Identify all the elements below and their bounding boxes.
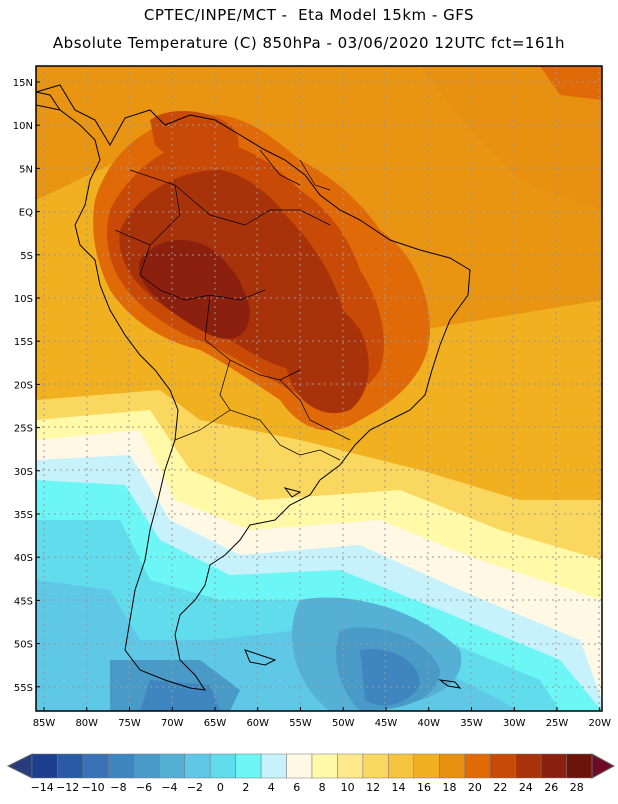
- south-america-coastline: [36, 84, 471, 691]
- colorbar-label: 28: [570, 781, 584, 794]
- map-frame: [35, 65, 603, 712]
- lat-label: 25S: [14, 424, 33, 435]
- colorbar-segment: [566, 753, 593, 779]
- temperature-field: [36, 66, 602, 711]
- colorbar-label: 16: [417, 781, 431, 794]
- colorbar-label: 0: [217, 781, 224, 794]
- lon-label: 85W: [33, 718, 56, 729]
- colorbar-label: −6: [136, 781, 152, 794]
- lon-label: 80W: [75, 718, 98, 729]
- longitude-labels: 85W 80W 75W 70W 65W 60W 55W 50W 45W 40W 35W 30W 25W 2…: [33, 707, 611, 729]
- lon-label: 30W: [503, 718, 526, 729]
- colorbar-label: 2: [242, 781, 249, 794]
- country-borders: [114, 149, 351, 461]
- lat-label: 40S: [14, 553, 33, 564]
- colorbar-segment: [260, 753, 287, 779]
- colorbar-segment: [413, 753, 440, 779]
- title-line-1: CPTEC/INPE/MCT - Eta Model 15km - GFS: [143, 6, 475, 24]
- colorbar-label: 8: [319, 781, 326, 794]
- lat-label: 20S: [14, 380, 33, 391]
- colorbar-label: −8: [110, 781, 126, 794]
- lon-label: 55W: [289, 718, 312, 729]
- lon-label: 45W: [375, 718, 398, 729]
- latitude-labels: 15N 10N 5N EQ 5S 10S 15S 20S 25S 30S 35S 40S 45S 50S 5…: [13, 78, 40, 694]
- colorbar-segment: [108, 753, 135, 779]
- colorbar-segment: [235, 753, 262, 779]
- colorbar-segment: [362, 753, 389, 779]
- colorbar-segment: [540, 753, 567, 779]
- colorbar-label: −2: [187, 781, 203, 794]
- colorbar-segment: [337, 753, 364, 779]
- colorbar-label: −12: [56, 781, 79, 794]
- colorbar-segment: [439, 753, 465, 779]
- colorbar-segment: [464, 753, 491, 779]
- colorbar-label: 12: [366, 781, 380, 794]
- colorbar-label: 4: [268, 781, 275, 794]
- colorbar-label: 18: [442, 781, 456, 794]
- colorbar-label: 26: [544, 781, 558, 794]
- colorbar-segment: [489, 753, 516, 779]
- lat-label: 5S: [20, 251, 33, 262]
- colorbar-segment: [82, 753, 109, 779]
- lon-label: 65W: [204, 718, 227, 729]
- lat-label: 30S: [14, 467, 33, 478]
- lon-label: 75W: [118, 718, 141, 729]
- colorbar-segment: [184, 753, 211, 779]
- colorbar-label: −10: [81, 781, 104, 794]
- colorbar-segment: [388, 753, 415, 779]
- colorbar-segment: [133, 753, 160, 779]
- colorbar-segment: [57, 753, 84, 779]
- lat-label: 15N: [13, 78, 33, 89]
- lat-label: 50S: [14, 640, 33, 651]
- lat-label: 5N: [19, 164, 33, 175]
- colorbar-segment: [311, 753, 338, 779]
- colorbar-label: −14: [31, 781, 54, 794]
- lat-label: EQ: [19, 208, 33, 219]
- colorbar-label: 20: [468, 781, 482, 794]
- colorbar-segment: [159, 753, 185, 779]
- lon-label: 70W: [161, 718, 184, 729]
- lon-label: 20W: [588, 718, 611, 729]
- colorbar-segment: [515, 753, 542, 779]
- colorbar-label: −4: [161, 781, 177, 794]
- lat-lon-grid: [36, 66, 602, 711]
- temperature-colorbar: −14 −12 −10 −8 −6 −4 −2 0 2 4 6 8 10 12 14 16 18 20 22 24 26…: [6, 753, 616, 794]
- lat-label: 10N: [13, 121, 33, 132]
- lon-label: 25W: [546, 718, 569, 729]
- colorbar-label: 10: [341, 781, 355, 794]
- colorbar-segment: [209, 753, 236, 779]
- lat-label: 45S: [14, 596, 33, 607]
- lat-label: 55S: [14, 683, 33, 694]
- lon-label: 50W: [332, 718, 355, 729]
- colorbar-segment: [31, 753, 58, 779]
- lon-label: 35W: [460, 718, 483, 729]
- lat-label: 15S: [14, 337, 33, 348]
- colorbar-segment: [286, 753, 313, 779]
- colorbar-label: 24: [519, 781, 533, 794]
- colorbar-label: 14: [392, 781, 406, 794]
- lat-label: 35S: [14, 510, 33, 521]
- title-line-2: Absolute Temperature (C) 850hPa - 03/06/…: [52, 34, 566, 52]
- lat-label: 10S: [14, 294, 33, 305]
- colorbar-under-arrow: [6, 753, 33, 779]
- lon-label: 40W: [417, 718, 440, 729]
- colorbar-label: 22: [493, 781, 507, 794]
- colorbar-label: 6: [293, 781, 300, 794]
- colorbar-over-arrow: [591, 753, 616, 779]
- lon-label: 60W: [246, 718, 269, 729]
